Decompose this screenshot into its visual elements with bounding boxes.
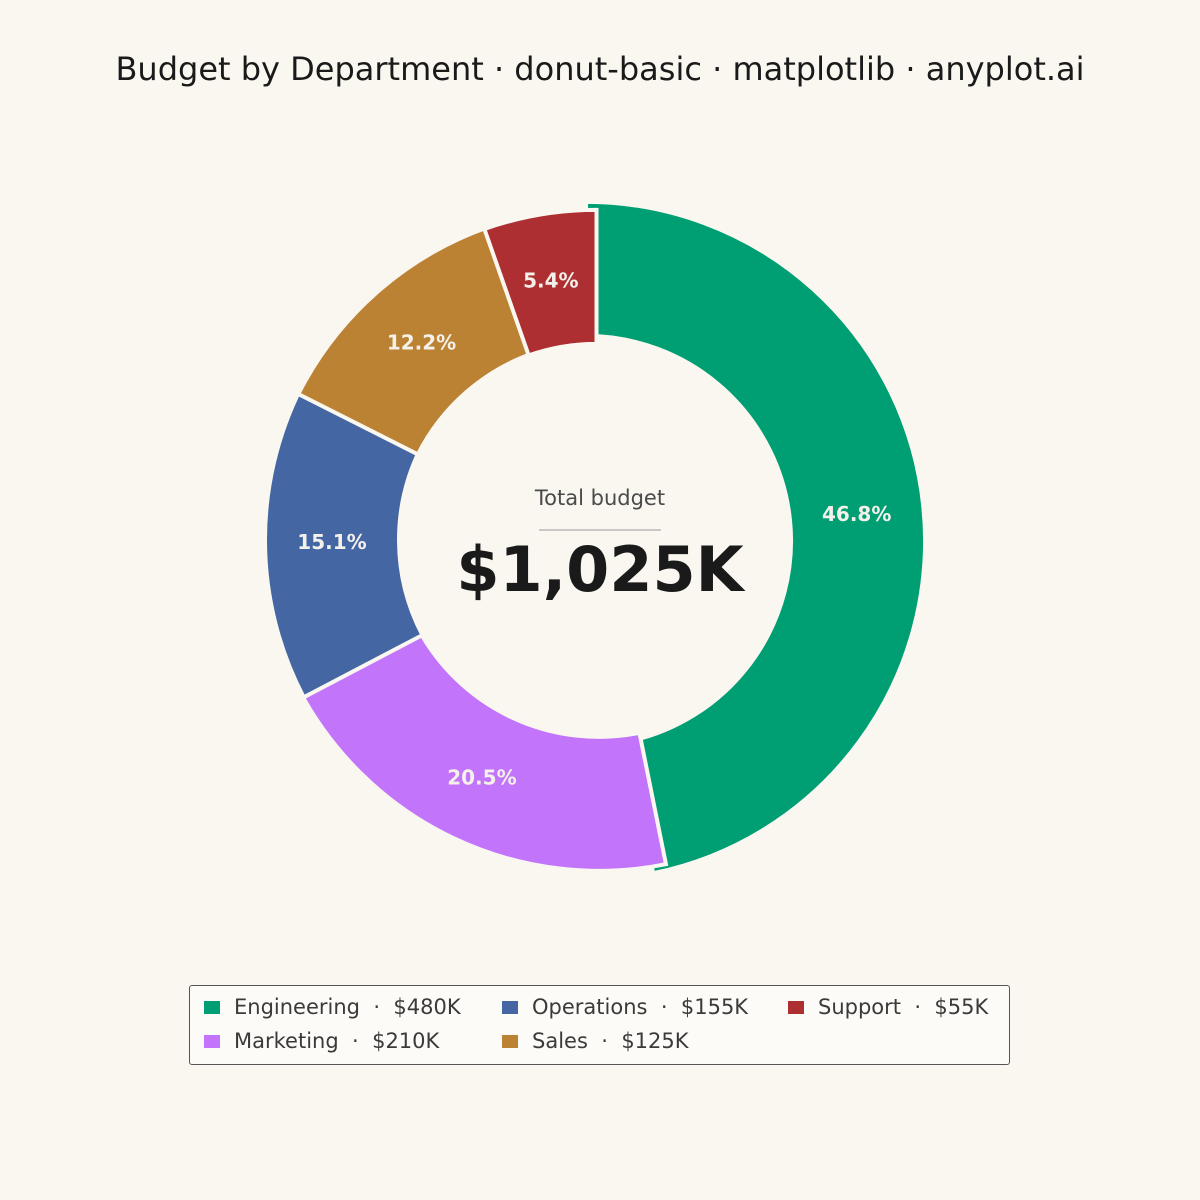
legend-label: Operations (532, 995, 648, 1019)
legend-sep: · (660, 995, 668, 1019)
legend-swatch-marketing (204, 1034, 220, 1048)
legend-item-support: Support · $55K (788, 994, 988, 1020)
legend-label: Sales (532, 1029, 588, 1053)
legend-value: $210K (372, 1029, 440, 1053)
legend-sep: · (373, 995, 381, 1019)
legend-value: $480K (393, 995, 461, 1019)
wedge-support (481, 207, 599, 358)
legend-item-operations: Operations · $155K (502, 994, 748, 1020)
percent-label-engineering: 46.8% (822, 502, 891, 526)
legend-swatch-operations (502, 1000, 518, 1014)
legend-value: $125K (621, 1029, 689, 1053)
legend-label: Engineering (234, 995, 360, 1019)
legend-swatch-support (788, 1000, 804, 1014)
percent-label-sales: 12.2% (387, 330, 456, 354)
legend-value: $55K (934, 995, 989, 1019)
percent-label-operations: 15.1% (297, 530, 366, 554)
percent-label-support: 5.4% (523, 269, 578, 293)
legend-item-engineering: Engineering · $480K (204, 994, 461, 1020)
chart-title: Budget by Department · donut-basic · mat… (115, 50, 1085, 88)
legend-item-sales: Sales · $125K (502, 1028, 689, 1054)
legend-sep: · (352, 1029, 359, 1053)
center-value: $1,025K (456, 533, 745, 606)
legend-item-marketing: Marketing · $210K (204, 1028, 439, 1054)
wedge-engineering (584, 199, 928, 876)
center-label: Total budget (534, 486, 665, 510)
legend-sep: · (601, 1029, 608, 1053)
wedge-marketing (295, 624, 669, 873)
legend-label: Support (818, 995, 902, 1019)
legend-swatch-sales (502, 1034, 518, 1048)
percent-labels: 46.8% 20.5% 15.1% 12.2% 5.4% (297, 269, 891, 790)
percent-label-marketing: 20.5% (447, 765, 516, 789)
donut-wedges (263, 199, 928, 876)
legend-label: Marketing (234, 1029, 339, 1053)
legend: Engineering · $480K Marketing · $210K Op… (189, 985, 1010, 1065)
legend-swatch-engineering (204, 1000, 220, 1014)
legend-value: $155K (680, 995, 749, 1019)
legend-sep: · (914, 995, 922, 1019)
